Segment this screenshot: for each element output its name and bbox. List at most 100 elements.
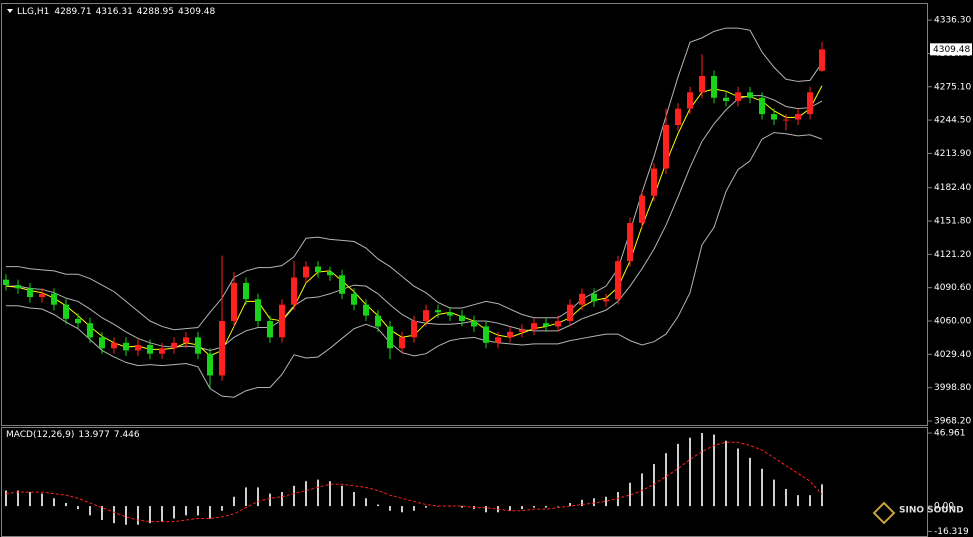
candle-body [819, 49, 825, 71]
candle-body [771, 114, 777, 120]
y-tick-label: 4244.50 [934, 116, 971, 126]
main-frame [1, 3, 928, 426]
candle-body [231, 282, 237, 322]
macd-bar [125, 506, 127, 525]
candle-body [267, 321, 273, 338]
macd-bar [353, 492, 355, 507]
candle-body [507, 331, 513, 338]
macd-bar [533, 506, 535, 508]
macd-bar [413, 506, 415, 511]
y-tick-label: 4213.90 [934, 149, 971, 159]
candle-body [483, 326, 489, 343]
candle-body [747, 92, 753, 98]
macd-bar [677, 443, 679, 507]
watermark: SINO SOUND [899, 506, 964, 516]
macd-bar [461, 506, 463, 508]
macd-bar [341, 485, 343, 507]
y-tick-label: 4182.40 [934, 183, 971, 193]
macd-bar [17, 490, 19, 507]
macd-title: MACD(12,26,9) [6, 430, 74, 440]
macd-bar [641, 473, 643, 507]
bollinger-upper [6, 27, 823, 331]
macd-bar [269, 493, 271, 507]
candle-body [195, 337, 201, 354]
candle-body [783, 119, 789, 121]
candle-body [795, 114, 801, 120]
macd-bar [5, 490, 7, 507]
candle-body [567, 304, 573, 322]
candle-body [759, 97, 765, 115]
y-tick-label: 4121.20 [934, 250, 971, 260]
candle-body [615, 261, 621, 300]
macd-bar [89, 506, 91, 516]
close-value: 4309.48 [178, 7, 215, 17]
candle-body [351, 293, 357, 305]
candle-body [147, 344, 153, 354]
y-tick-label: 0.00 [934, 502, 954, 512]
candle-body [243, 282, 249, 300]
macd-bar [173, 506, 175, 519]
price-tag: 4309.48 [933, 45, 970, 55]
candle-body [207, 353, 213, 376]
logo-diamond [872, 501, 896, 525]
candle-body [111, 342, 117, 349]
macd-bar [137, 506, 139, 525]
macd-bar [665, 453, 667, 507]
candle-body [651, 168, 657, 196]
macd-bar [257, 487, 259, 507]
candle-body [363, 304, 369, 316]
candle-body [315, 266, 321, 273]
low-value: 4288.95 [137, 7, 174, 17]
y-tick-label: 4275.10 [934, 82, 971, 92]
macd-bar [617, 492, 619, 507]
macd-bar [653, 464, 655, 507]
candle-body [27, 288, 33, 298]
macd-bar [581, 499, 583, 507]
y-tick-label: 3968.20 [934, 416, 971, 426]
candle-body [687, 92, 693, 109]
candle-body [711, 75, 717, 98]
macd-bar [209, 506, 211, 519]
y-tick-label: 3998.80 [934, 383, 971, 393]
macd-bar [425, 506, 427, 508]
candle-body [543, 323, 549, 327]
macd-bar [785, 488, 787, 507]
y-tick-label: 4090.60 [934, 283, 971, 293]
macd-bar [689, 437, 691, 507]
macd-bar [197, 506, 199, 516]
symbol: LLG,H1 [17, 7, 49, 17]
candle-body [579, 293, 585, 305]
macd-bar [485, 506, 487, 513]
candle-body [639, 195, 645, 224]
candle-body [123, 342, 129, 351]
y-tick-label: 46.961 [934, 429, 966, 439]
candle-body [675, 108, 681, 125]
macd-bar [305, 481, 307, 507]
macd-bar [317, 479, 319, 507]
candle-body [171, 342, 177, 349]
macd-bar [161, 506, 163, 522]
candle-body [51, 293, 57, 305]
macd-bar [749, 457, 751, 507]
candle-body [135, 344, 141, 351]
macd-bar [245, 487, 247, 507]
macd-bar [545, 506, 547, 508]
candle-body [99, 337, 105, 349]
candle-body [555, 321, 561, 327]
macd-bar [365, 498, 367, 507]
macd-bar [29, 492, 31, 507]
macd-bar [605, 496, 607, 507]
candle-body [723, 97, 729, 102]
signal-value: 7.446 [114, 430, 140, 440]
price-tag-box [930, 43, 972, 56]
candle-body [423, 310, 429, 322]
candle-body [291, 277, 297, 305]
candle-body [519, 329, 525, 332]
y-tick-label: 4029.40 [934, 350, 971, 360]
open-value: 4289.71 [54, 7, 91, 17]
candle-body [63, 304, 69, 319]
macd-bar [557, 506, 559, 507]
candle-body [699, 75, 705, 93]
candle-body [303, 266, 309, 278]
